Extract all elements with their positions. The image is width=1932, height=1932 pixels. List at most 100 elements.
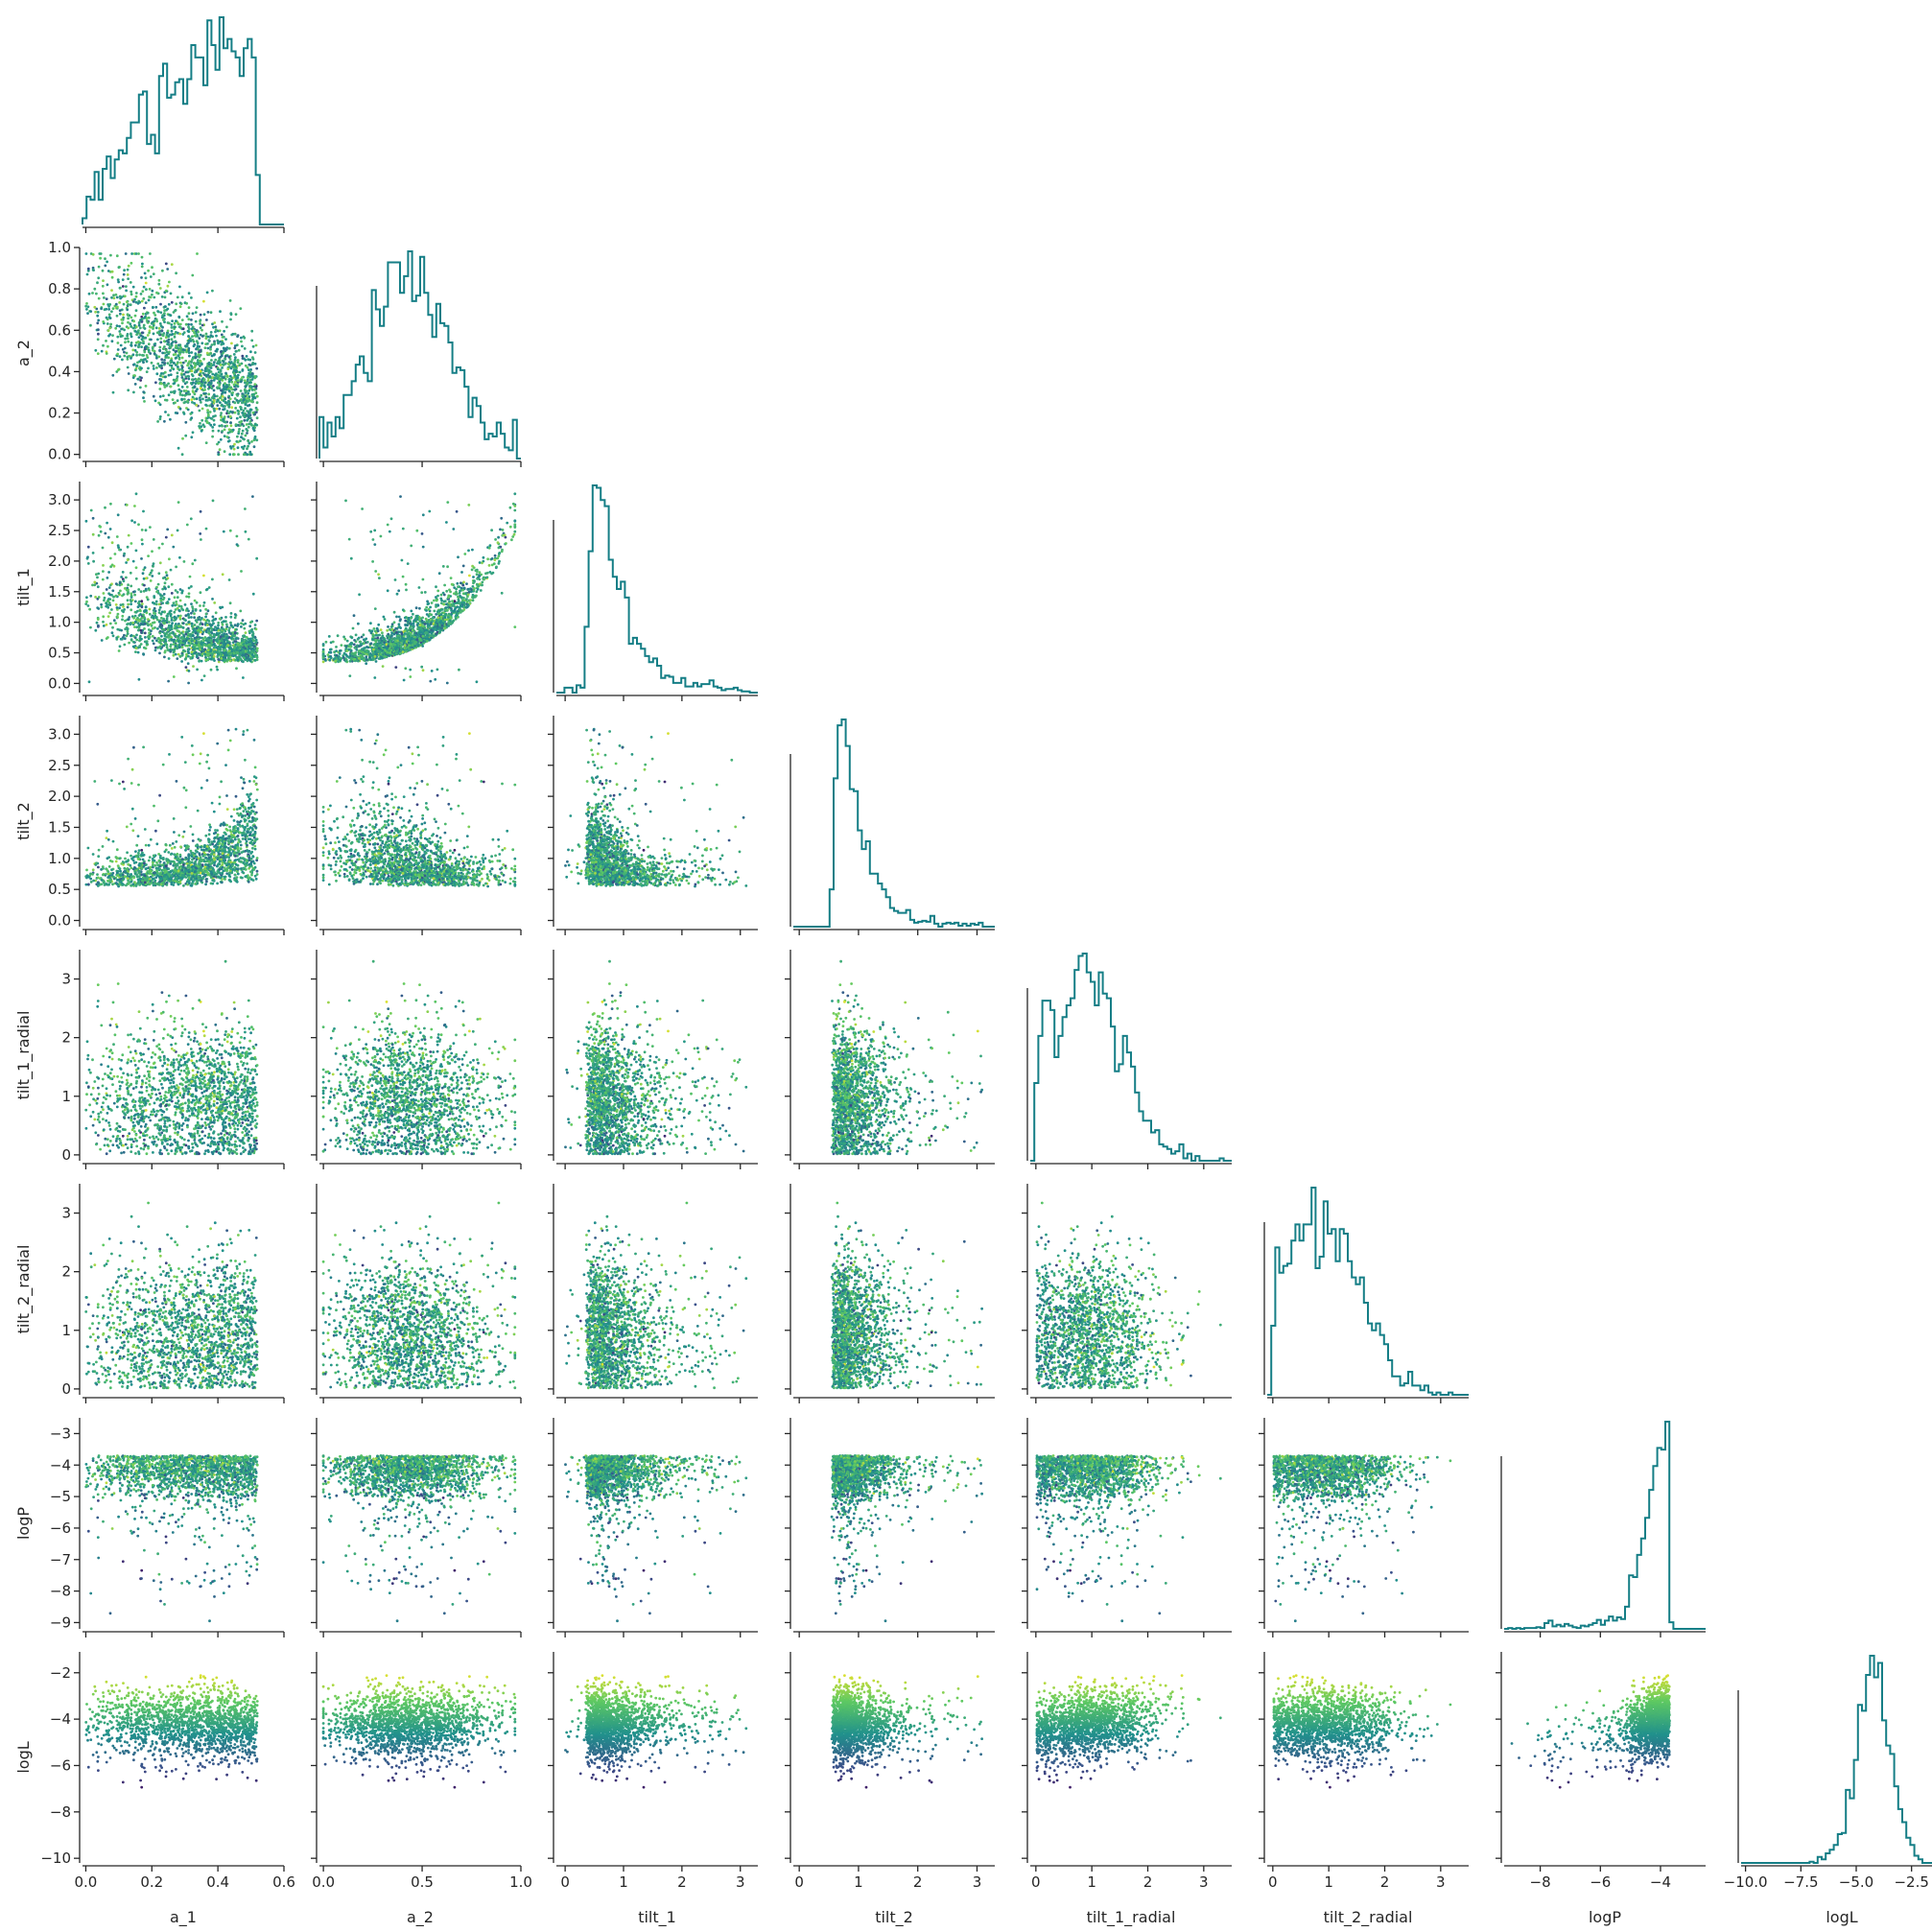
scatter-point	[190, 416, 193, 419]
scatter-point	[204, 608, 207, 611]
scatter-point	[456, 605, 459, 608]
scatter-point	[181, 453, 184, 456]
scatter-point	[155, 318, 158, 321]
scatter-point	[247, 538, 250, 541]
scatter-point	[176, 363, 178, 365]
scatter-point	[97, 319, 100, 322]
scatter-point	[127, 303, 130, 306]
scatter-point	[155, 603, 158, 606]
scatter-point	[133, 505, 136, 507]
scatter-point	[203, 601, 206, 604]
scatter-point	[106, 577, 109, 579]
scatter-point	[213, 634, 216, 637]
scatter-point	[174, 596, 177, 599]
scatter-point	[191, 327, 194, 330]
scatter-point	[135, 550, 138, 553]
scatter-point	[236, 417, 239, 420]
scatter-point	[199, 365, 201, 367]
scatter-point	[473, 566, 476, 569]
scatter-point	[171, 342, 174, 345]
scatter-point	[178, 617, 181, 620]
scatter-point	[127, 318, 130, 320]
scatter-point	[221, 640, 224, 643]
scatter-point	[220, 657, 223, 660]
scatter-point	[483, 556, 485, 559]
scatter-point	[190, 323, 193, 326]
scatter-point	[130, 342, 133, 344]
scatter-point	[234, 381, 237, 384]
scatter-point	[188, 340, 191, 342]
scatter-point	[220, 389, 223, 392]
scatter-point	[247, 445, 249, 448]
scatter-point	[189, 656, 192, 659]
scatter-point	[111, 626, 114, 629]
scatter-point	[159, 395, 162, 398]
scatter-point	[103, 592, 106, 595]
scatter-point	[135, 351, 138, 354]
scatter-point	[153, 296, 155, 299]
scatter-point	[126, 623, 129, 625]
scatter-point	[212, 385, 215, 388]
scatter-point	[203, 674, 206, 677]
scatter-point	[229, 375, 232, 378]
scatter-point	[146, 356, 149, 359]
scatter-point	[211, 578, 214, 581]
scatter-point	[124, 587, 127, 590]
scatter-point	[240, 380, 243, 383]
scatter-point	[184, 421, 187, 424]
scatter-point	[130, 317, 132, 319]
panel-a_1-vs-a_1	[82, 17, 284, 233]
scatter-point	[147, 599, 150, 601]
scatter-point	[425, 606, 428, 609]
scatter-point	[375, 634, 378, 637]
scatter-point	[107, 335, 110, 338]
scatter-point	[175, 589, 177, 592]
scatter-point	[140, 557, 143, 560]
scatter-point	[85, 520, 88, 523]
scatter-point	[251, 356, 254, 359]
y-tick-label: 0.8	[48, 280, 71, 297]
scatter-point	[135, 492, 138, 495]
scatter-point	[139, 318, 142, 321]
scatter-point	[162, 394, 165, 397]
scatter-point	[163, 362, 166, 365]
scatter-point	[168, 598, 171, 601]
scatter-point	[160, 635, 163, 638]
scatter-point	[462, 565, 465, 568]
scatter-point	[450, 577, 453, 579]
scatter-point	[87, 268, 90, 271]
scatter-point	[151, 362, 153, 365]
scatter-point	[140, 638, 143, 641]
scatter-point	[102, 320, 105, 323]
scatter-point	[255, 438, 258, 441]
scatter-point	[440, 600, 443, 602]
scatter-point	[153, 617, 155, 620]
scatter-point	[179, 323, 182, 326]
scatter-point	[211, 436, 214, 438]
scatter-point	[163, 309, 166, 312]
scatter-point	[153, 324, 155, 327]
scatter-point	[238, 431, 241, 434]
scatter-point	[153, 637, 156, 640]
scatter-point	[132, 376, 135, 379]
scatter-point	[148, 342, 151, 345]
scatter-point	[213, 379, 216, 382]
scatter-point	[177, 609, 180, 612]
scatter-point	[252, 639, 255, 642]
scatter-point	[230, 637, 233, 640]
scatter-point	[211, 343, 214, 346]
scatter-point	[163, 656, 166, 659]
scatter-point	[138, 645, 141, 648]
scatter-point	[200, 679, 203, 682]
scatter-point	[167, 628, 170, 631]
scatter-point	[186, 342, 189, 345]
scatter-point	[156, 331, 159, 334]
scatter-point	[92, 552, 95, 554]
scatter-point	[147, 623, 150, 625]
scatter-point	[497, 541, 500, 544]
scatter-point	[142, 340, 145, 342]
scatter-point	[208, 376, 211, 379]
scatter-point	[220, 364, 223, 366]
scatter-point	[235, 656, 238, 659]
scatter-point	[204, 404, 207, 407]
